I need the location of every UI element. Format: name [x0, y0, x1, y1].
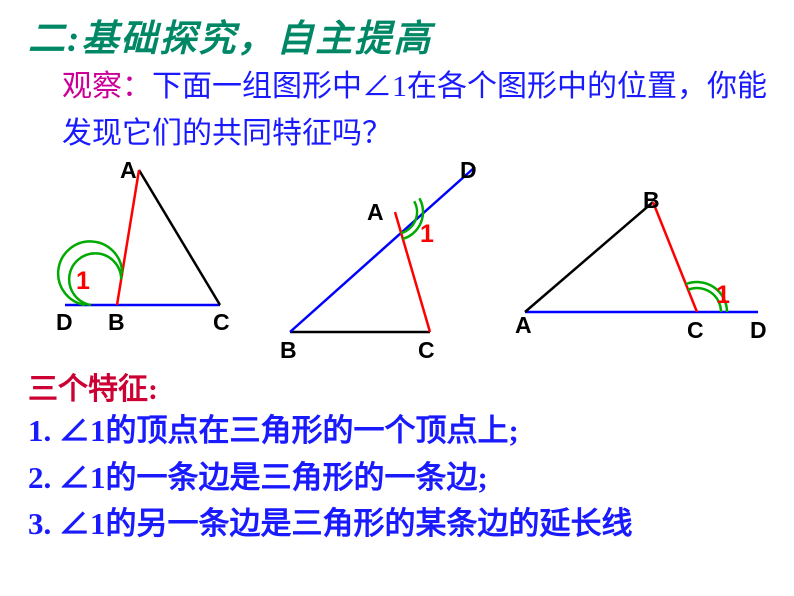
angle-marker: 1: [420, 220, 434, 249]
angle-marker: 1: [76, 267, 90, 296]
diagram-area: ABCD1ABCD1ABCD1: [0, 157, 794, 362]
vertex-label: C: [418, 337, 435, 364]
vertex-label: B: [108, 309, 125, 336]
vertex-label: C: [687, 317, 704, 344]
feature-1: 1. ∠1的顶点在三角形的一个顶点上;: [0, 408, 794, 455]
angle-marker: 1: [716, 281, 730, 310]
subheading-rest: 下面一组图形中∠1在各个图形中的位置，你能发现它们的共同特征吗？: [62, 70, 767, 150]
features-title: 三个特征:: [0, 362, 794, 408]
feature-2: 2. ∠1的一条边是三角形的一条边;: [0, 455, 794, 502]
vertex-label: A: [120, 157, 137, 184]
vertex-label: C: [213, 309, 230, 336]
vertex-label: D: [460, 157, 477, 184]
subheading-prefix: 观察：: [62, 70, 152, 103]
vertex-label: A: [367, 199, 384, 226]
subheading: 观察：下面一组图形中∠1在各个图形中的位置，你能发现它们的共同特征吗？: [0, 62, 794, 157]
vertex-label: D: [750, 317, 767, 344]
feature-3: 3. ∠1的另一条边是三角形的某条边的延长线: [0, 501, 794, 548]
vertex-label: B: [643, 187, 660, 214]
section-heading: 二:基础探究，自主提高: [0, 0, 794, 62]
vertex-label: A: [515, 312, 532, 339]
vertex-label: D: [56, 309, 73, 336]
vertex-label: B: [280, 337, 297, 364]
